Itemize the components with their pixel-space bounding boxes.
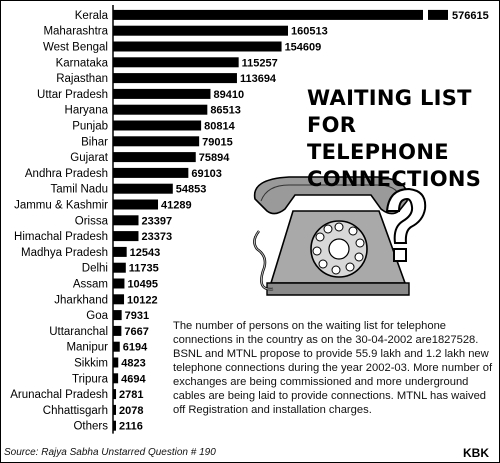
category-label: Bihar (81, 136, 108, 148)
bar (113, 152, 196, 163)
value-label: 160513 (291, 26, 328, 38)
value-label: 11735 (129, 263, 159, 275)
category-label: Rajasthan (56, 73, 108, 85)
category-label: Punjab (72, 121, 108, 133)
bar (113, 167, 189, 178)
bar (113, 294, 125, 305)
value-label: 2116 (119, 421, 143, 433)
category-label: Gujarat (70, 152, 109, 164)
value-label: 115257 (242, 57, 278, 69)
bar (113, 136, 200, 147)
category-label: Uttar Pradesh (37, 89, 108, 101)
bar (113, 231, 139, 242)
bar (113, 357, 119, 368)
value-label: 86513 (210, 105, 241, 117)
chart-title: WAITING LIST FOR TELEPHONE CONNECTIONS (307, 86, 482, 191)
value-label: 576615 (452, 10, 489, 22)
value-label: 4823 (121, 358, 145, 370)
value-label: 4694 (121, 373, 146, 385)
category-label: Kerala (75, 10, 109, 22)
value-label: 10122 (127, 294, 158, 306)
value-label: 80814 (204, 121, 235, 133)
value-label: 113694 (240, 73, 277, 85)
category-label: Chhattisgarh (43, 405, 108, 417)
bar (113, 389, 117, 400)
note-text: The number of persons on the waiting lis… (173, 320, 493, 416)
bar (113, 120, 202, 131)
value-label: 89410 (213, 89, 244, 101)
bar (113, 246, 127, 257)
question-mark-icon (385, 187, 427, 262)
bar (113, 183, 173, 194)
bar (113, 420, 116, 431)
source-text: Source: Rajya Sabha Unstarred Question #… (4, 447, 216, 458)
bar (113, 88, 211, 99)
bar (113, 404, 116, 415)
category-label: Jharkhand (54, 294, 108, 306)
bar (113, 73, 237, 84)
category-label: West Bengal (43, 42, 108, 54)
value-label: 7667 (124, 326, 148, 338)
value-label: 23373 (141, 231, 172, 243)
category-label: Orissa (75, 215, 109, 227)
value-label: 69103 (191, 168, 222, 180)
category-label: Sikkim (74, 358, 108, 370)
bar (113, 199, 159, 210)
category-label: Manipur (66, 342, 108, 354)
bar (113, 57, 239, 68)
bar (113, 310, 122, 321)
value-label: 6194 (123, 342, 148, 354)
telephone-illustration (253, 176, 427, 296)
value-label: 41289 (161, 200, 192, 212)
category-label: Madhya Pradesh (21, 247, 108, 259)
category-label: Tamil Nadu (50, 184, 108, 196)
bar (113, 341, 120, 352)
telephone-icon (253, 176, 410, 296)
category-label: Maharashtra (43, 26, 108, 38)
bar (113, 25, 288, 36)
category-label: Himachal Pradesh (14, 231, 108, 243)
value-label: 75894 (199, 152, 230, 164)
category-label: Assam (73, 279, 108, 291)
value-label: 10495 (127, 279, 158, 291)
value-label: 23397 (142, 215, 173, 227)
value-label: 154609 (285, 42, 322, 54)
bar-continuation (428, 9, 448, 20)
value-label: 79015 (202, 136, 233, 148)
bar (113, 325, 122, 336)
value-label: 2078 (119, 405, 143, 417)
bar (113, 373, 119, 384)
category-label: Jammu & Kashmir (14, 200, 108, 212)
bar (113, 104, 208, 115)
bar (113, 278, 125, 289)
bar (113, 215, 139, 226)
category-label: Delhi (82, 263, 108, 275)
value-label: 54853 (176, 184, 207, 196)
value-label: 7931 (125, 310, 149, 322)
value-label: 12543 (130, 247, 161, 259)
category-label: Haryana (65, 105, 109, 117)
category-label: Uttaranchal (49, 326, 108, 338)
category-label: Tripura (72, 373, 109, 385)
category-label: Karnataka (56, 57, 109, 69)
category-label: Others (73, 421, 108, 433)
category-label: Arunachal Pradesh (10, 389, 108, 401)
category-label: Andhra Pradesh (25, 168, 108, 180)
bar (113, 9, 423, 20)
bar (113, 262, 126, 273)
value-label: 2781 (119, 389, 143, 401)
credit-text: KBK (463, 446, 489, 460)
bar (113, 41, 282, 52)
category-label: Goa (86, 310, 108, 322)
